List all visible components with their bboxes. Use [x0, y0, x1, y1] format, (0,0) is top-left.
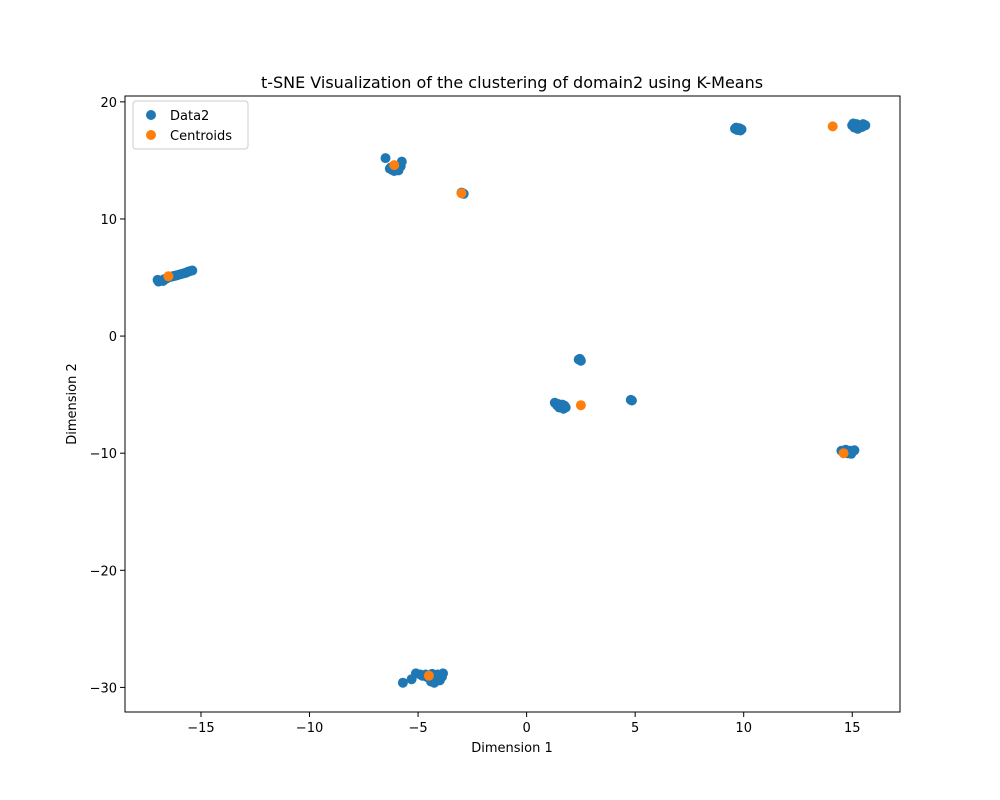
data-point-77	[857, 122, 867, 132]
data-point-48	[429, 677, 440, 688]
centroid-point-0	[163, 271, 174, 282]
plot-points	[152, 118, 871, 688]
legend-label-centroids: Centroids	[170, 129, 232, 144]
chart-title: t-SNE Visualization of the clustering of…	[261, 73, 763, 92]
centroid-point-3	[423, 670, 434, 681]
x-axis-ticks: −15 −10 −5 0 5 10 15	[187, 712, 861, 736]
y-tick-label: 20	[100, 96, 117, 111]
x-tick-label: −10	[296, 721, 323, 736]
y-tick-label: −20	[90, 564, 117, 579]
x-axis-label: Dimension 1	[471, 741, 553, 756]
legend-label-data2: Data2	[170, 109, 209, 124]
x-tick-label: 15	[844, 721, 861, 736]
y-axis-ticks: 20 10 0 −10 −20 −30	[90, 96, 125, 696]
x-tick-label: −5	[408, 721, 427, 736]
centroid-point-2	[456, 188, 467, 199]
centroid-point-4	[575, 400, 586, 411]
data-point-62	[625, 394, 636, 405]
x-tick-label: 10	[735, 721, 752, 736]
y-tick-label: 0	[109, 330, 117, 345]
y-tick-label: −30	[90, 681, 117, 696]
data-point-16	[187, 265, 198, 276]
y-axis-label: Dimension 2	[65, 363, 80, 445]
data-point-68	[735, 125, 746, 136]
data-point-60	[574, 353, 585, 364]
data-point-19	[380, 153, 391, 164]
data-point-87	[846, 448, 857, 459]
x-tick-label: 5	[631, 721, 639, 736]
data-point-26	[396, 156, 407, 167]
data-point-45	[438, 668, 448, 679]
centroid-point-1	[389, 160, 400, 171]
x-tick-label: −15	[187, 721, 214, 736]
legend-box	[132, 100, 249, 150]
legend-marker-centroids	[146, 130, 156, 140]
legend-marker-data2	[146, 110, 156, 120]
legend: Data2 Centroids	[132, 100, 249, 150]
y-tick-label: −10	[90, 447, 117, 462]
data-point-32	[397, 677, 408, 688]
axes-frame	[124, 95, 901, 713]
centroid-point-5	[827, 121, 838, 132]
x-tick-label: 0	[522, 721, 530, 736]
centroid-point-6	[838, 448, 849, 459]
data-point-78	[848, 118, 859, 129]
y-tick-label: 10	[100, 213, 117, 228]
data-point-57	[559, 400, 570, 411]
